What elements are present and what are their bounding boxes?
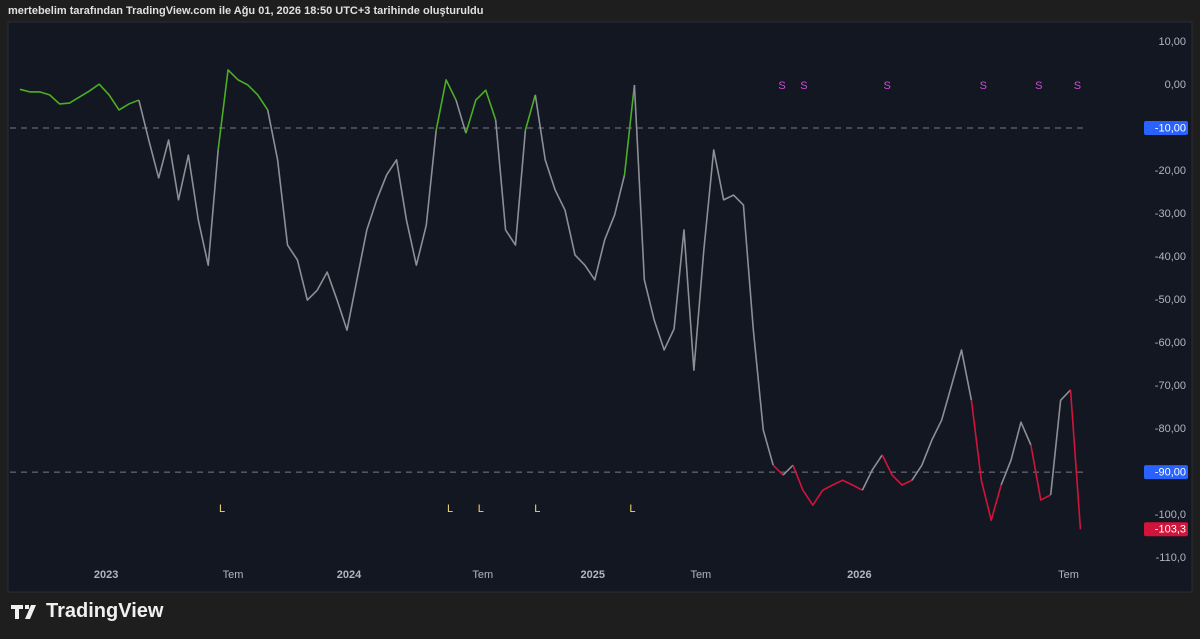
x-tick-label: Tem xyxy=(1058,569,1079,581)
line-segment xyxy=(1049,389,1072,495)
price-badge xyxy=(1144,522,1188,537)
y-tick-label: 10,00 xyxy=(1158,36,1186,48)
y-tick-label: -70,00 xyxy=(1155,380,1186,392)
y-tick-label: -110,0 xyxy=(1156,552,1186,564)
footer: TradingView xyxy=(10,600,163,623)
line-segment xyxy=(217,69,269,151)
price-badge xyxy=(1144,121,1188,136)
line-segment xyxy=(911,349,973,481)
line-segment xyxy=(633,84,774,466)
price-badge-label: -90,00 xyxy=(1155,467,1186,479)
signal-marker: S xyxy=(778,80,785,92)
x-tick-label: 2023 xyxy=(94,569,118,581)
line-segment xyxy=(534,94,626,281)
line-segment xyxy=(138,99,219,267)
price-badge xyxy=(1144,465,1188,480)
y-tick-label: 0,00 xyxy=(1165,79,1186,91)
signal-marker: L xyxy=(534,503,540,515)
x-tick-label: Tem xyxy=(223,569,244,581)
line-segment xyxy=(524,94,537,131)
y-tick-label: -60,00 xyxy=(1155,337,1186,349)
line-segment xyxy=(455,99,467,134)
x-tick-label: 2024 xyxy=(337,569,362,581)
x-tick-label: 2025 xyxy=(581,569,605,581)
y-tick-label: -20,00 xyxy=(1155,165,1186,177)
line-segment xyxy=(623,84,636,175)
y-tick-label: -50,00 xyxy=(1155,294,1186,306)
price-badge-label: -103,3 xyxy=(1155,524,1186,536)
x-tick-label: Tem xyxy=(472,569,493,581)
line-segment xyxy=(970,400,1002,522)
line-segment xyxy=(494,119,527,246)
signal-marker: L xyxy=(478,503,484,515)
y-tick-label: -80,00 xyxy=(1155,423,1186,435)
signal-marker: L xyxy=(629,503,635,515)
price-badge-label: -10,00 xyxy=(1155,122,1186,134)
line-segment xyxy=(782,464,794,476)
line-segment xyxy=(435,79,457,131)
y-tick-label: -40,00 xyxy=(1155,251,1186,263)
logo-icon xyxy=(11,604,36,619)
signal-marker: L xyxy=(447,503,453,515)
line-segment xyxy=(266,109,437,331)
line-segment xyxy=(1030,444,1052,501)
header-text: mertebelim tarafından TradingView.com il… xyxy=(8,5,484,17)
line-segment xyxy=(1000,421,1032,486)
x-tick-label: 2026 xyxy=(847,569,871,581)
signal-marker: S xyxy=(1074,80,1081,92)
line-segment xyxy=(881,454,913,486)
line-segment xyxy=(772,464,784,476)
signal-marker: S xyxy=(883,80,890,92)
line-segment xyxy=(1069,389,1082,530)
y-tick-label: -100,0 xyxy=(1155,509,1186,521)
x-tick-label: Tem xyxy=(690,569,711,581)
signal-marker: S xyxy=(1035,80,1042,92)
y-tick-label: -30,00 xyxy=(1155,208,1186,220)
line-segment xyxy=(792,464,863,507)
signal-marker: S xyxy=(800,80,807,92)
brand: TradingView xyxy=(46,600,164,622)
signal-marker: L xyxy=(219,503,225,515)
line-segment xyxy=(861,454,883,491)
line-segment xyxy=(19,83,140,111)
signal-marker: S xyxy=(980,80,987,92)
chart-panel xyxy=(7,21,1193,593)
line-segment xyxy=(465,89,497,134)
